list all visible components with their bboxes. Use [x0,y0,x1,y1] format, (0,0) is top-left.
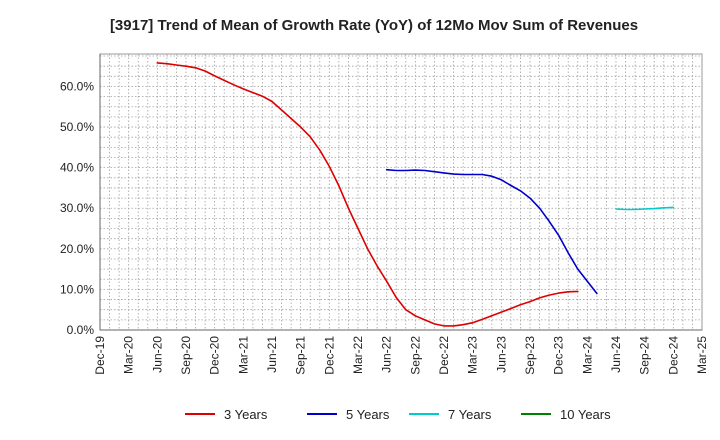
x-tick-label: Dec-19 [93,336,107,375]
series-line [385,168,598,295]
x-tick-label: Dec-23 [552,336,566,375]
legend-label: 10 Years [560,407,611,422]
x-tick-label: Sep-22 [408,336,422,375]
y-tick-label: 40.0% [60,161,94,175]
series-lines [156,62,675,327]
x-tick-label: Jun-20 [150,336,164,373]
y-tick-label: 20.0% [60,242,94,256]
x-tick-label: Jun-21 [265,336,279,373]
x-tick-label: Mar-20 [122,336,136,374]
x-tick-label: Dec-21 [322,336,336,375]
y-tick-label: 0.0% [67,323,95,337]
vertical-gridlines [109,54,693,330]
chart-title: [3917] Trend of Mean of Growth Rate (YoY… [110,17,638,34]
x-tick-label: Jun-23 [494,336,508,373]
x-tick-label: Sep-23 [523,336,537,375]
x-tick-label: Mar-25 [695,336,709,374]
legend-label: 7 Years [448,407,492,422]
legend-label: 3 Years [224,407,268,422]
y-axis-tick-labels: 0.0% 10.0% 20.0% 30.0% 40.0% 50.0% 60.0% [60,79,94,337]
x-tick-label: Mar-21 [236,336,250,374]
x-tick-label: Sep-20 [179,336,193,375]
plot-area [99,53,703,331]
y-tick-label: 30.0% [60,201,94,215]
y-tick-label: 50.0% [60,120,94,134]
x-tick-label: Mar-22 [351,336,365,374]
x-tick-label: Jun-22 [380,336,394,373]
x-tick-label: Jun-24 [609,336,623,373]
legend-label: 5 Years [346,407,390,422]
x-tick-label: Dec-22 [437,336,451,375]
series-line [156,62,579,327]
x-tick-label: Mar-23 [466,336,480,374]
x-tick-label: Sep-21 [294,336,308,375]
x-axis-tick-labels: Dec-19 Mar-20 Jun-20 Sep-20 Dec-20 Mar-21 Jun-… [93,336,709,375]
y-tick-label: 60.0% [60,79,94,93]
x-tick-label: Mar-24 [580,336,594,374]
x-tick-label: Dec-24 [666,336,680,375]
horizontal-gridlines [100,55,702,321]
legend: 3 Years 5 Years 7 Years 10 Years [185,407,611,422]
x-tick-label: Dec-20 [208,336,222,375]
series-line [615,206,675,211]
x-tick-label: Sep-24 [638,336,652,375]
y-tick-label: 10.0% [60,282,94,296]
